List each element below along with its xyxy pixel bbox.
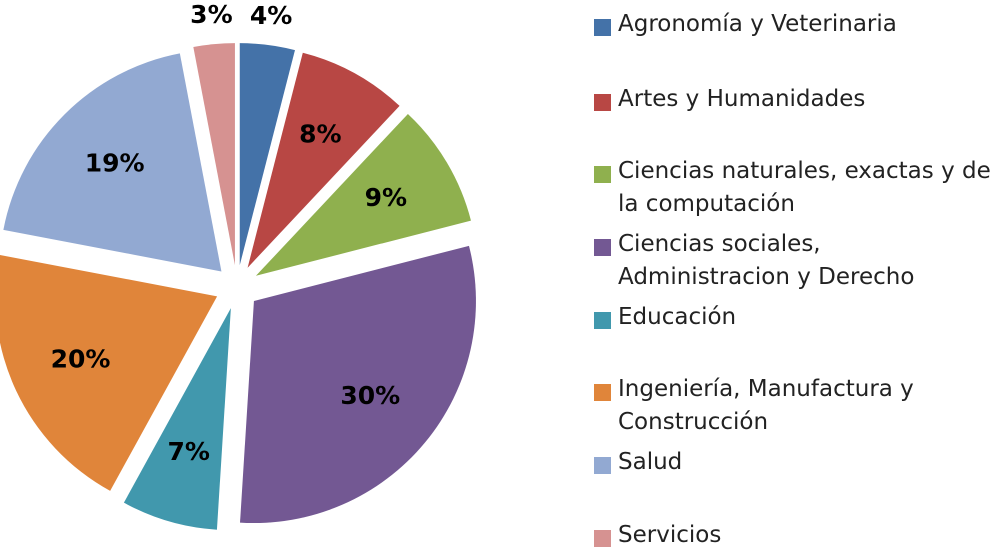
legend-swatch — [594, 166, 611, 183]
legend-swatch — [594, 239, 611, 256]
data-label: 30% — [340, 381, 400, 410]
legend-item: Educación — [592, 301, 992, 334]
legend-label: Servicios — [618, 522, 722, 548]
legend-item: Artes y Humanidades — [592, 83, 992, 116]
legend-swatch — [594, 19, 611, 36]
pie-slice — [240, 245, 476, 524]
data-label: 19% — [85, 149, 145, 178]
data-label: 4% — [250, 1, 292, 30]
data-label: 9% — [365, 183, 407, 212]
legend-swatch — [594, 530, 611, 547]
legend-swatch — [594, 312, 611, 329]
pie-slice — [3, 53, 222, 272]
legend-item: Agronomía y Veterinaria — [592, 8, 992, 41]
pie-slice — [0, 254, 218, 491]
data-label: 3% — [190, 0, 232, 29]
legend-item: Ciencias naturales, exactas y de la comp… — [592, 155, 992, 221]
legend-item: Ciencias sociales, Administracion y Dere… — [592, 228, 992, 294]
legend-swatch — [594, 457, 611, 474]
data-label: 7% — [168, 437, 210, 466]
pie-slice — [123, 308, 231, 530]
legend-label: Ciencias sociales, Administracion y Dere… — [618, 231, 915, 290]
legend-item: Servicios — [592, 519, 992, 552]
pie-slice — [239, 43, 295, 266]
pie-slice — [193, 43, 235, 266]
legend-label: Ciencias naturales, exactas y de la comp… — [618, 158, 991, 217]
legend-swatch — [594, 94, 611, 111]
legend-label: Educación — [618, 304, 737, 330]
legend-item: Ingeniería, Manufactura y Construcción — [592, 373, 992, 439]
legend-label: Agronomía y Veterinaria — [618, 11, 897, 37]
legend-swatch — [594, 384, 611, 401]
pie-area: 4% 8% 9% 30% 7% 20% 19% 3% — [0, 0, 476, 530]
legend-label: Artes y Humanidades — [618, 86, 866, 112]
data-label: 8% — [299, 119, 341, 148]
legend-label: Salud — [618, 449, 683, 475]
pie-slice — [255, 113, 471, 276]
data-label: 20% — [51, 345, 111, 374]
pie-slice — [247, 52, 400, 268]
legend-item: Salud — [592, 446, 992, 479]
legend-label: Ingeniería, Manufactura y Construcción — [618, 376, 914, 435]
